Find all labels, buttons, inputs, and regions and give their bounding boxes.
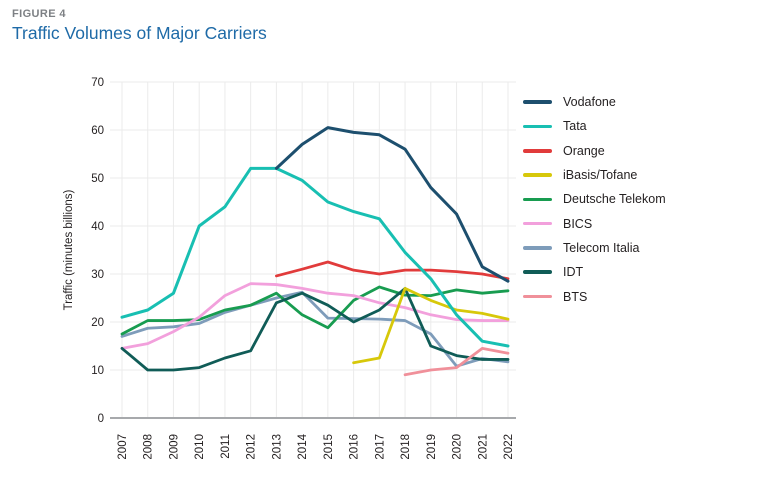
- series-line-vodafone: [274, 126, 510, 283]
- series-line-bics: [120, 282, 510, 350]
- series-line-ibasis-tofane: [352, 286, 510, 365]
- legend-swatch-icon: [523, 197, 552, 202]
- legend-item: IDT: [523, 260, 666, 284]
- legend-swatch-icon: [523, 173, 552, 177]
- legend-swatch-icon: [523, 221, 552, 226]
- legend-item: BICS: [523, 211, 666, 235]
- y-axis-tick-label: 20: [91, 317, 104, 329]
- y-axis-tick-label: 50: [91, 173, 104, 185]
- x-axis-tick-label: 2007: [117, 434, 129, 460]
- y-axis-tick-label: 60: [91, 125, 104, 137]
- legend-swatch-icon: [523, 294, 552, 299]
- y-axis-title: Traffic (minutes billions): [63, 189, 75, 310]
- chart-header: FIGURE 4 Traffic Volumes of Major Carrie…: [12, 8, 267, 44]
- legend-label: Telecom Italia: [563, 240, 640, 255]
- legend-item: BTS: [523, 284, 666, 308]
- series-line-bts: [403, 346, 510, 377]
- legend-label: Vodafone: [563, 95, 616, 110]
- legend-label: BICS: [563, 216, 593, 231]
- x-axis-tick-label: 2020: [452, 434, 464, 460]
- series-line-deutsche-telekom: [120, 285, 510, 336]
- x-axis-tick-label: 2011: [220, 434, 232, 459]
- series-line-idt: [120, 286, 510, 372]
- legend-label: BTS: [563, 289, 588, 304]
- x-axis-tick-label: 2009: [168, 434, 180, 460]
- x-axis-tick-label: 2013: [271, 434, 283, 460]
- legend-swatch-icon: [523, 100, 552, 104]
- x-axis-tick-label: 2008: [143, 434, 155, 460]
- legend-item: iBasis/Tofane: [523, 163, 666, 187]
- x-axis-tick-label: 2022: [503, 434, 515, 460]
- legend-swatch-icon: [523, 124, 552, 129]
- y-axis-tick-label: 0: [98, 413, 104, 425]
- page-title: Traffic Volumes of Major Carriers: [12, 23, 267, 43]
- y-axis-tick-label: 30: [91, 269, 104, 281]
- legend-label: iBasis/Tofane: [563, 168, 638, 183]
- figure-label: FIGURE 4: [12, 8, 66, 20]
- legend-swatch-icon: [523, 148, 552, 153]
- y-axis-tick-label: 70: [91, 77, 104, 89]
- y-axis-tick-label: 40: [91, 221, 104, 233]
- x-axis-tick-label: 2018: [400, 434, 412, 460]
- legend-swatch-icon: [523, 270, 552, 275]
- y-axis-tick-label: 10: [91, 365, 104, 377]
- legend-item: Vodafone: [523, 90, 666, 114]
- x-axis-tick-label: 2015: [323, 434, 335, 460]
- x-axis-tick-label: 2012: [246, 434, 258, 460]
- legend-swatch-icon: [523, 246, 552, 250]
- series-line-tata: [120, 166, 510, 348]
- legend-label: Orange: [563, 143, 605, 158]
- chart-legend: Vodafone Tata Orange iBasis/Tofane Deuts…: [523, 90, 666, 309]
- x-axis-tick-label: 2019: [426, 434, 438, 460]
- x-axis-tick-label: 2014: [297, 433, 309, 459]
- legend-item: Deutsche Telekom: [523, 187, 666, 211]
- x-axis-tick-label: 2010: [194, 434, 206, 460]
- x-axis-tick-label: 2017: [374, 434, 386, 460]
- legend-label: Tata: [563, 119, 587, 134]
- x-axis-tick-label: 2021: [477, 434, 489, 460]
- legend-label: IDT: [563, 265, 584, 280]
- legend-item: Orange: [523, 139, 666, 163]
- legend-item: Tata: [523, 114, 666, 138]
- x-axis-tick-label: 2016: [349, 434, 361, 460]
- series-line-orange: [274, 260, 510, 281]
- legend-label: Deutsche Telekom: [563, 192, 666, 207]
- legend-item: Telecom Italia: [523, 236, 666, 260]
